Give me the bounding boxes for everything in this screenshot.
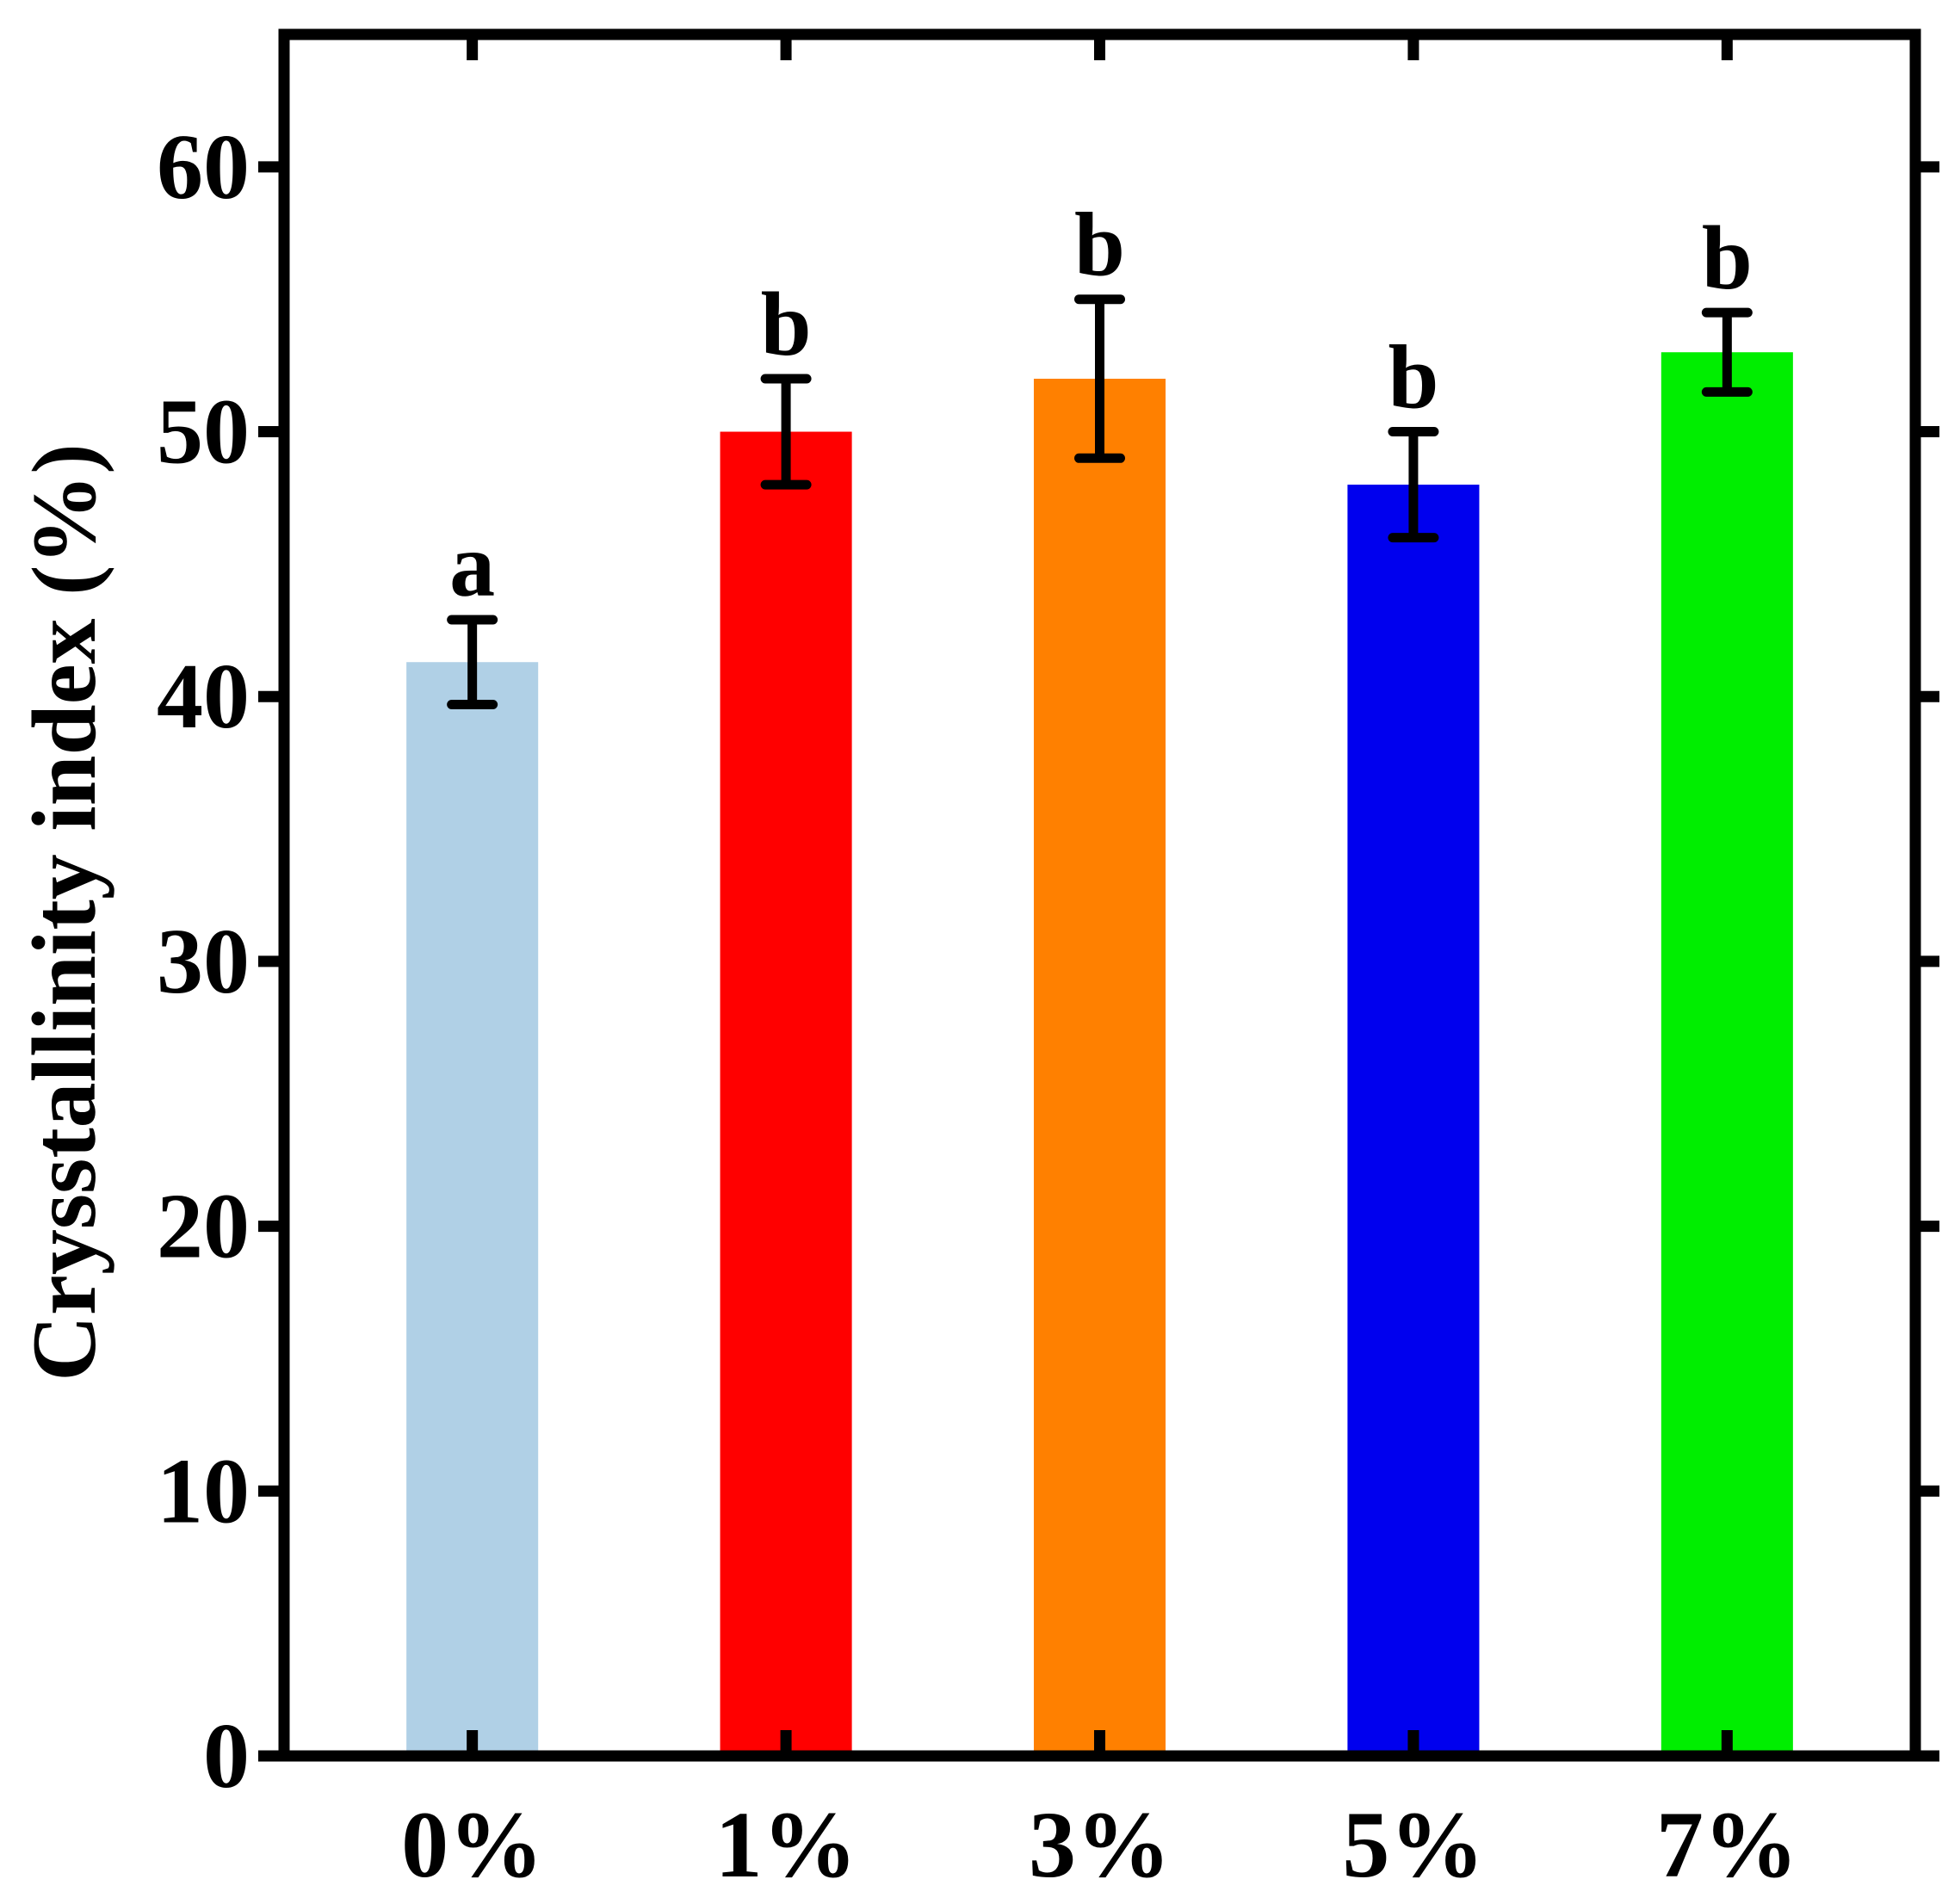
ticks-layer [258, 34, 1939, 1762]
bar-5pct [1347, 485, 1480, 1756]
labels-layer: a 0% b 1% b 3% b 5% b 7% 0 10 20 30 40 50 60 [157, 116, 1798, 1897]
bars-layer [406, 352, 1793, 1757]
significance-label-1pct: b [761, 274, 812, 374]
x-tick-label: 5% [1342, 1792, 1484, 1897]
y-tick-label: 10 [157, 1440, 250, 1542]
y-tick-label: 60 [157, 116, 250, 219]
y-tick-label: 20 [157, 1176, 250, 1278]
y-tick-label: 50 [157, 381, 250, 484]
bar-0pct [406, 662, 539, 1757]
x-tick-label: 0% [401, 1792, 543, 1897]
significance-label-3pct: b [1074, 195, 1125, 295]
error-bars-layer [447, 294, 1753, 709]
y-tick-label: 0 [203, 1705, 250, 1808]
bar-7pct [1661, 352, 1793, 1757]
x-tick-label: 7% [1656, 1792, 1798, 1897]
bar-3pct [1033, 379, 1166, 1756]
y-tick-label: 40 [157, 646, 250, 748]
significance-label-0pct: a [449, 515, 495, 615]
x-tick-label: 3% [1029, 1792, 1171, 1897]
significance-label-5pct: b [1388, 327, 1438, 428]
x-tick-label: 1% [715, 1792, 857, 1897]
significance-label-7pct: b [1702, 207, 1753, 308]
y-axis-title: Crysstallinity index (%) [14, 443, 114, 1381]
bar-1pct [720, 431, 852, 1756]
y-tick-label: 30 [157, 911, 250, 1013]
